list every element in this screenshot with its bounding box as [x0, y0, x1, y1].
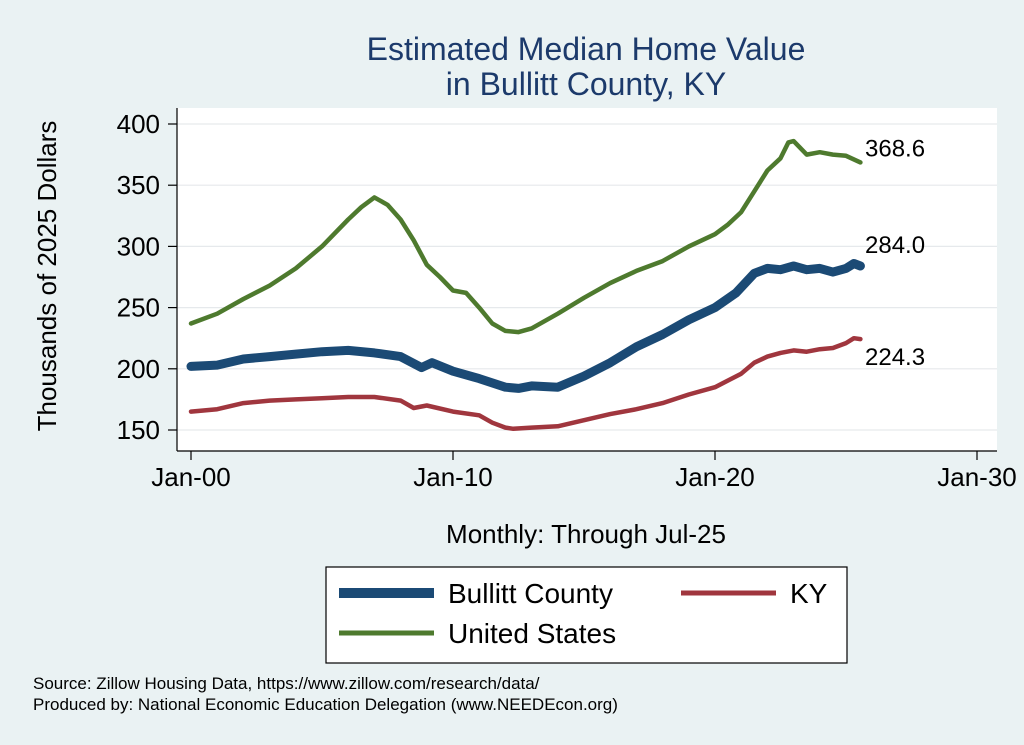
chart-title-line-2: in Bullitt County, KY — [446, 66, 726, 102]
x-axis-title: Monthly: Through Jul-25 — [446, 519, 726, 549]
plot-area — [177, 108, 997, 451]
end-label-united-states: 368.6 — [865, 135, 925, 162]
end-labels: 284.0 224.3 368.6 — [865, 135, 925, 371]
x-tick-label-Jan-10: Jan-10 — [413, 462, 493, 492]
y-tick-label-350: 350 — [117, 170, 160, 200]
legend-box — [325, 566, 848, 664]
y-tick-label-400: 400 — [117, 109, 160, 139]
x-tick-label-Jan-30: Jan-30 — [937, 462, 1017, 492]
y-tick-label-150: 150 — [117, 415, 160, 445]
produced-by-line: Produced by: National Economic Education… — [33, 695, 618, 714]
legend-label-bullitt-county: Bullitt County — [448, 578, 613, 609]
series-line-united-states — [188, 138, 863, 335]
x-ticks: Jan-00 Jan-10 Jan-20 Jan-30 — [151, 451, 1017, 492]
end-label-ky: 224.3 — [865, 344, 925, 371]
y-axis-title: Thousands of 2025 Dollars — [32, 121, 62, 432]
gridlines — [177, 123, 997, 431]
y-ticks: 150 200 250 300 350 400 — [117, 109, 177, 445]
y-tick-label-200: 200 — [117, 354, 160, 384]
chart-title-line-1: Estimated Median Home Value — [367, 31, 806, 67]
x-tick-label-Jan-00: Jan-00 — [151, 462, 231, 492]
y-tick-label-250: 250 — [117, 293, 160, 323]
legend-label-ky: KY — [790, 578, 828, 609]
series-line-ky — [188, 335, 863, 432]
y-tick-label-300: 300 — [117, 231, 160, 261]
source-line: Source: Zillow Housing Data, https://www… — [33, 674, 540, 693]
series-group — [186, 138, 865, 432]
series-line-bullitt-county — [186, 259, 865, 393]
legend-label-united-states: United States — [448, 618, 616, 649]
end-label-bullitt-county: 284.0 — [865, 232, 925, 259]
x-tick-label-Jan-20: Jan-20 — [675, 462, 755, 492]
legend: Bullitt County KY United States — [325, 566, 848, 664]
